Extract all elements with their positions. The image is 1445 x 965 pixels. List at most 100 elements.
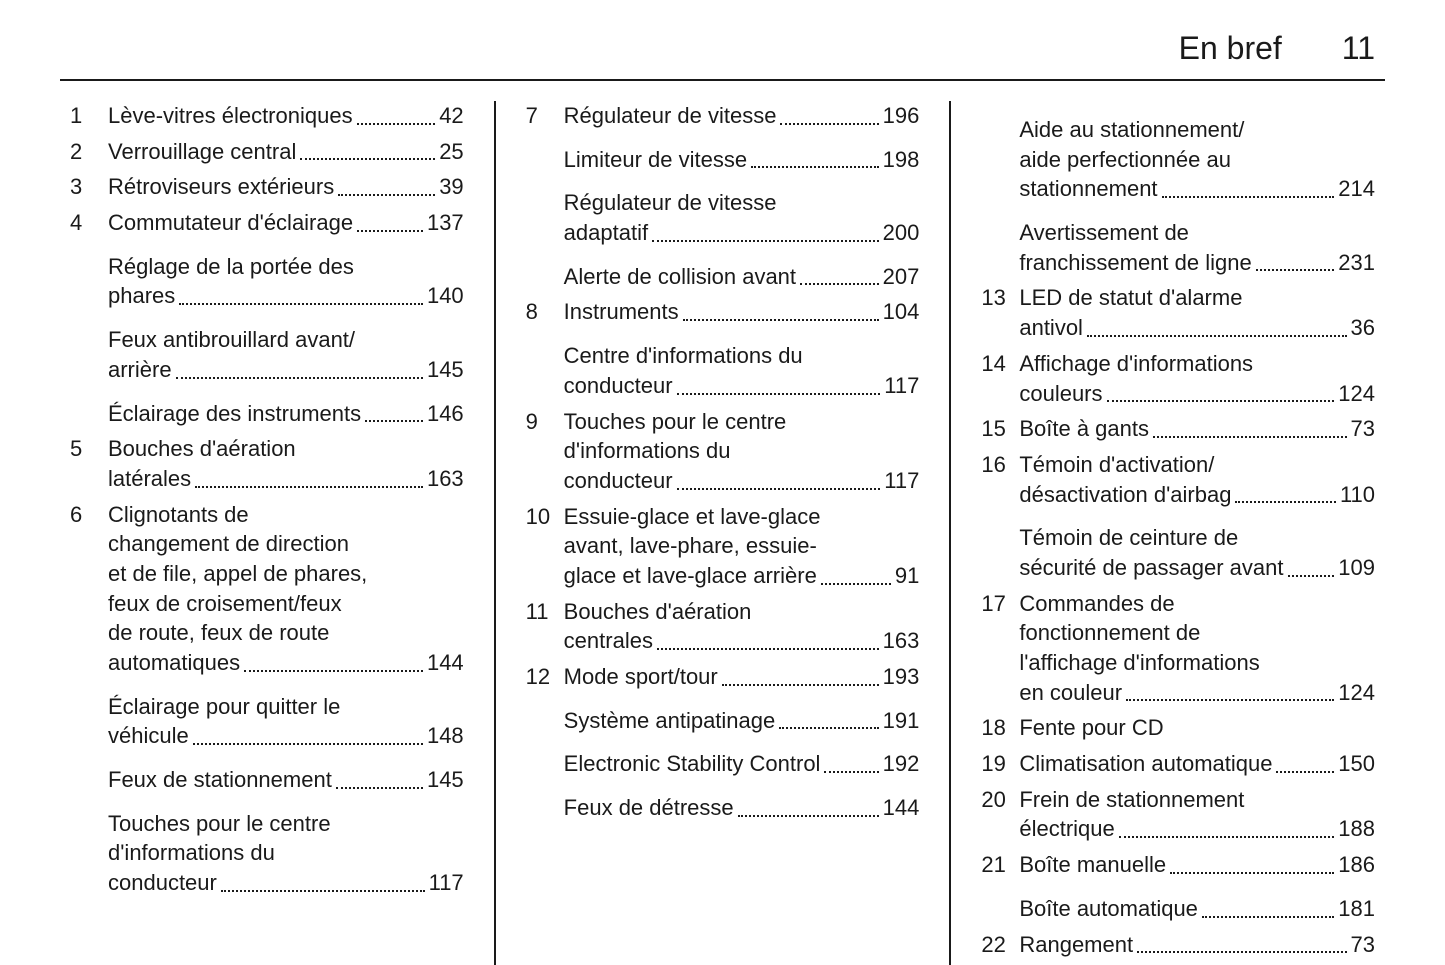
entry-last-line: conducteur 117 — [108, 868, 464, 898]
index-entry: Alerte de collision avant207 — [526, 262, 920, 292]
index-entry: 3Rétroviseurs extérieurs39 — [70, 172, 464, 202]
dot-leader — [221, 890, 425, 892]
entry-label-line: Touches pour le centre — [564, 407, 920, 437]
entry-label: Éclairage des instruments — [108, 399, 361, 429]
dot-leader — [751, 166, 879, 168]
entry-page: 73 — [1351, 930, 1375, 960]
index-entry: 21Boîte manuelle186 — [981, 850, 1375, 880]
entry-page: 117 — [429, 868, 464, 898]
dot-leader — [1256, 269, 1335, 271]
dot-leader — [365, 420, 423, 422]
entry-last-line: phares140 — [108, 281, 464, 311]
entry-last-line: désactivation d'airbag110 — [1019, 480, 1375, 510]
entry-label: Régulateur de vitesse — [564, 101, 777, 131]
dot-leader — [738, 815, 879, 817]
entry-number: 1 — [70, 101, 108, 131]
dot-leader — [652, 240, 879, 242]
entry-label-line: Témoin d'activation/ — [1019, 450, 1375, 480]
entry-number: 6 — [70, 500, 108, 530]
entry-page: 39 — [439, 172, 463, 202]
entry-text: Affichage d'informationscouleurs124 — [1019, 349, 1375, 408]
entry-label-line: Bouches d'aération — [564, 597, 920, 627]
entry-label: Lève-vitres électroniques — [108, 101, 353, 131]
entry-text: Electronic Stability Control192 — [564, 749, 920, 779]
entry-label-line: l'affichage d'informations — [1019, 648, 1375, 678]
entry-label: Rangement — [1019, 930, 1133, 960]
entry-text: Régulateur de vitesseadaptatif200 — [564, 188, 920, 247]
dot-leader — [1087, 335, 1347, 337]
entry-page: 25 — [439, 137, 463, 167]
dot-leader — [1202, 916, 1334, 918]
column-1: 1Lève-vitres électroniques422Verrouillag… — [60, 101, 494, 965]
entry-number: 14 — [981, 349, 1019, 379]
entry-number: 22 — [981, 930, 1019, 960]
entry-label: antivol — [1019, 313, 1083, 343]
entry-label: Alerte de collision avant — [564, 262, 796, 292]
dot-leader — [1170, 872, 1334, 874]
entry-number: 13 — [981, 283, 1019, 313]
dot-leader — [244, 670, 423, 672]
entry-label: centrales — [564, 626, 653, 656]
entry-page: 124 — [1338, 379, 1375, 409]
index-entry: Aide au stationnement/aide perfectionnée… — [981, 115, 1375, 204]
entry-label: conducteur — [108, 868, 217, 898]
dot-leader — [179, 303, 423, 305]
column-3: Aide au stationnement/aide perfectionnée… — [951, 101, 1385, 965]
entry-text: Fente pour CD — [1019, 713, 1375, 743]
entry-last-line: Boîte manuelle186 — [1019, 850, 1375, 880]
index-entry: Feux de stationnement145 — [70, 765, 464, 795]
index-entry: Réglage de la portée desphares140 — [70, 252, 464, 311]
entry-text: Régulateur de vitesse196 — [564, 101, 920, 131]
entry-last-line: adaptatif200 — [564, 218, 920, 248]
entry-text: Feux antibrouillard avant/arrière145 — [108, 325, 464, 384]
entry-label: stationnement — [1019, 174, 1157, 204]
entry-number: 20 — [981, 785, 1019, 815]
dot-leader — [677, 393, 881, 395]
dot-leader — [338, 194, 435, 196]
entry-last-line: Système antipatinage191 — [564, 706, 920, 736]
dot-leader — [824, 771, 878, 773]
entry-last-line: Instruments104 — [564, 297, 920, 327]
entry-label: Electronic Stability Control — [564, 749, 821, 779]
entry-page: 137 — [427, 208, 464, 238]
entry-number: 10 — [526, 502, 564, 532]
entry-number: 21 — [981, 850, 1019, 880]
entry-label-line: de route, feux de route — [108, 618, 464, 648]
entry-label: Verrouillage central — [108, 137, 296, 167]
entry-label: Système antipatinage — [564, 706, 776, 736]
entry-page: 42 — [439, 101, 463, 131]
page-header: En bref 11 — [60, 30, 1385, 81]
entry-text: Bouches d'aérationlatérales163 — [108, 434, 464, 493]
entry-number: 9 — [526, 407, 564, 437]
entry-text: Touches pour le centred'informations duc… — [564, 407, 920, 496]
entry-text: Verrouillage central 25 — [108, 137, 464, 167]
entry-number: 16 — [981, 450, 1019, 480]
entry-label: Limiteur de vitesse — [564, 145, 747, 175]
entry-label: en couleur — [1019, 678, 1122, 708]
entry-page: 163 — [427, 464, 464, 494]
entry-text: Témoin de ceinture desécurité de passage… — [1019, 523, 1375, 582]
entry-last-line: Rangement 73 — [1019, 930, 1375, 960]
index-entry: 15Boîte à gants73 — [981, 414, 1375, 444]
entry-label: Mode sport/tour — [564, 662, 718, 692]
dot-leader — [1235, 501, 1335, 503]
dot-leader — [357, 230, 423, 232]
entry-last-line: Limiteur de vitesse198 — [564, 145, 920, 175]
entry-last-line: Electronic Stability Control192 — [564, 749, 920, 779]
index-entry: Régulateur de vitesseadaptatif200 — [526, 188, 920, 247]
index-entry: 2Verrouillage central25 — [70, 137, 464, 167]
entry-label-line: Feux antibrouillard avant/ — [108, 325, 464, 355]
dot-leader — [677, 488, 881, 490]
entry-text: Boîte automatique181 — [1019, 894, 1375, 924]
entry-label-line: aide perfectionnée au — [1019, 145, 1375, 175]
entry-label-line: LED de statut d'alarme — [1019, 283, 1375, 313]
entry-last-line: antivol36 — [1019, 313, 1375, 343]
entry-label: automatiques — [108, 648, 240, 678]
entry-label: Climatisation automatique — [1019, 749, 1272, 779]
dot-leader — [800, 283, 879, 285]
entry-text: Lève-vitres électroniques 42 — [108, 101, 464, 131]
entry-page: 144 — [427, 648, 464, 678]
entry-text: Rangement 73 — [1019, 930, 1375, 960]
entry-last-line: Feux de détresse144 — [564, 793, 920, 823]
entry-page: 144 — [883, 793, 920, 823]
